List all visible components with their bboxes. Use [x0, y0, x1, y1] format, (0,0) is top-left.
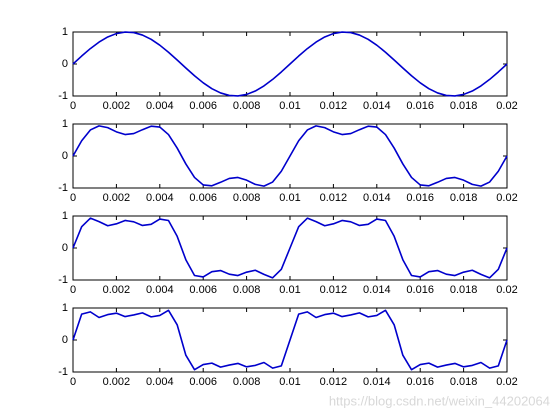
x-tick-label: 0.006: [189, 100, 217, 112]
watermark: https://blog.csdn.net/weixin_44202064: [329, 393, 550, 408]
x-tick-label: 0.018: [450, 100, 478, 112]
x-tick-label: 0: [70, 100, 76, 112]
x-tick-label: 0.004: [146, 100, 174, 112]
x-tick-label: 0: [70, 284, 76, 296]
x-tick-label: 0.012: [320, 284, 348, 296]
x-tick-label: 0.02: [496, 284, 517, 296]
x-tick-label: 0.02: [496, 100, 517, 112]
x-tick-label: 0.01: [279, 376, 300, 388]
y-tick-label: 1: [62, 26, 68, 38]
x-tick-label: 0.004: [146, 284, 174, 296]
y-tick-label: 1: [62, 302, 68, 314]
x-tick-label: 0.002: [103, 376, 131, 388]
x-tick-label: 0.012: [320, 100, 348, 112]
x-tick-label: 0.01: [279, 284, 300, 296]
x-tick-label: 0.01: [279, 100, 300, 112]
y-tick-label: 1: [62, 118, 68, 130]
x-tick-label: 0.02: [496, 192, 517, 204]
subplot: 0 0.002 0.004 0.006 0.008 0.01 0.012 0.014 0.016…: [58, 26, 517, 112]
subplot: 0 0.002 0.004 0.006 0.008 0.01 0.012 0.014 0.016…: [58, 302, 517, 388]
line-series: [72, 125, 508, 187]
x-tick-label: 0.006: [189, 192, 217, 204]
x-tick-label: 0.002: [103, 192, 131, 204]
x-tick-label: 0.002: [103, 100, 131, 112]
x-tick-label: 0.02: [496, 376, 517, 388]
line-series: [72, 31, 508, 97]
x-tick-label: 0.016: [406, 192, 434, 204]
line-series: [72, 309, 508, 371]
y-tick-label: -1: [58, 366, 68, 378]
y-tick-label: 0: [62, 334, 68, 346]
x-tick-label: 0.004: [146, 376, 174, 388]
x-tick-label: 0.012: [320, 192, 348, 204]
subplot: 0 0.002 0.004 0.006 0.008 0.01 0.012 0.014 0.016…: [58, 210, 517, 296]
x-tick-label: 0.004: [146, 192, 174, 204]
x-tick-label: 0.002: [103, 284, 131, 296]
x-tick-label: 0.014: [363, 376, 391, 388]
x-tick-label: 0.016: [406, 376, 434, 388]
x-tick-label: 0.014: [363, 192, 391, 204]
y-tick-label: 0: [62, 242, 68, 254]
x-tick-label: 0.008: [233, 192, 261, 204]
x-tick-label: 0.014: [363, 100, 391, 112]
y-tick-label: 0: [62, 150, 68, 162]
x-tick-label: 0.014: [363, 284, 391, 296]
x-tick-label: 0.016: [406, 100, 434, 112]
x-tick-label: 0.01: [279, 192, 300, 204]
x-tick-label: 0: [70, 376, 76, 388]
line-series: [72, 217, 508, 279]
x-tick-label: 0.018: [450, 192, 478, 204]
x-tick-label: 0.008: [233, 376, 261, 388]
subplot: 0 0.002 0.004 0.006 0.008 0.01 0.012 0.014 0.016…: [58, 118, 517, 204]
x-tick-label: 0.018: [450, 284, 478, 296]
x-tick-label: 0.008: [233, 284, 261, 296]
x-tick-label: 0.012: [320, 376, 348, 388]
x-tick-label: 0.006: [189, 376, 217, 388]
x-tick-label: 0: [70, 192, 76, 204]
y-tick-label: 0: [62, 58, 68, 70]
x-tick-label: 0.018: [450, 376, 478, 388]
y-tick-label: -1: [58, 90, 68, 102]
y-tick-label: 1: [62, 210, 68, 222]
y-tick-label: -1: [58, 182, 68, 194]
x-tick-label: 0.016: [406, 284, 434, 296]
y-tick-label: -1: [58, 274, 68, 286]
x-tick-label: 0.008: [233, 100, 261, 112]
x-tick-label: 0.006: [189, 284, 217, 296]
